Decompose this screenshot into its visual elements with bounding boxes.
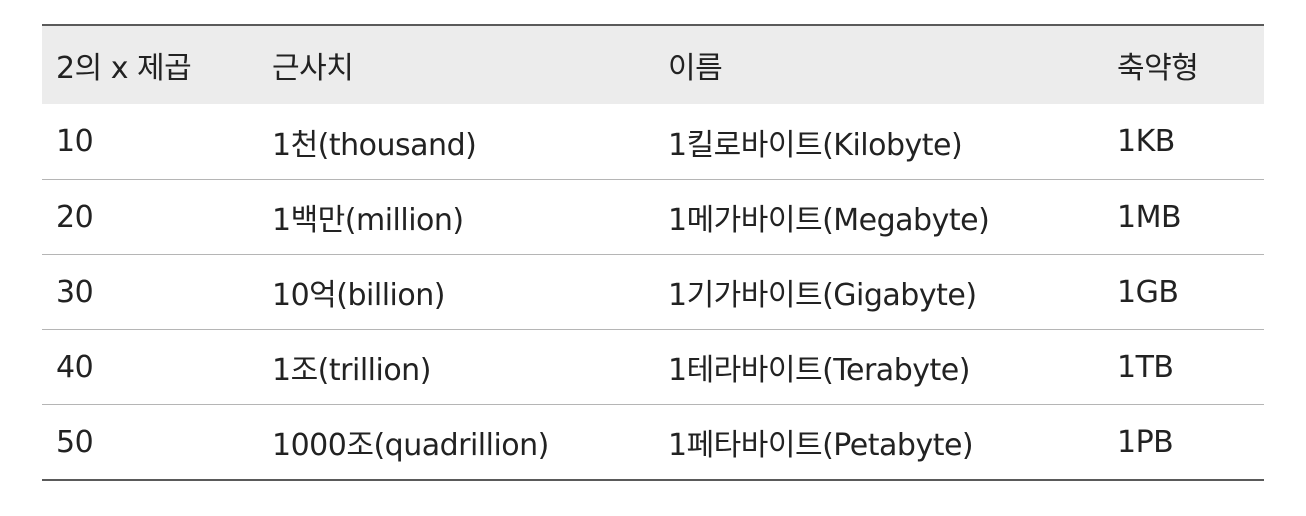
cell-exponent: 30 bbox=[56, 274, 94, 310]
cell-approximation: 1천(thousand) bbox=[272, 127, 477, 163]
table-row: 40 1조(trillion) 1테라바이트(Terabyte) 1TB bbox=[42, 329, 1264, 404]
cell-approximation: 1000조(quadrillion) bbox=[272, 428, 549, 463]
header-approximation: 근사치 bbox=[272, 51, 354, 86]
cell-name: 1기가바이트(Gigabyte) bbox=[668, 278, 977, 313]
cell-approximation: 1조(trillion) bbox=[272, 353, 431, 388]
header-name: 이름 bbox=[668, 51, 723, 86]
cell-exponent: 40 bbox=[56, 349, 94, 385]
table-row: 30 10억(billion) 1기가바이트(Gigabyte) 1GB bbox=[42, 254, 1264, 329]
cell-name: 1킬로바이트(Kilobyte) bbox=[668, 127, 963, 163]
table-header-row: 2의 x 제곱 근사치 이름 축약형 bbox=[42, 26, 1264, 104]
cell-abbreviation: 1KB bbox=[1117, 124, 1175, 159]
table-row: 10 1천(thousand) 1킬로바이트(Kilobyte) 1KB bbox=[42, 104, 1264, 179]
cell-exponent: 50 bbox=[56, 424, 94, 460]
cell-approximation: 1백만(million) bbox=[272, 203, 464, 238]
cell-name: 1메가바이트(Megabyte) bbox=[668, 203, 990, 238]
cell-abbreviation: 1MB bbox=[1117, 199, 1182, 235]
cell-abbreviation: 1GB bbox=[1117, 274, 1179, 310]
cell-abbreviation: 1TB bbox=[1117, 349, 1174, 385]
table-row: 20 1백만(million) 1메가바이트(Megabyte) 1MB bbox=[42, 179, 1264, 254]
table-row: 50 1000조(quadrillion) 1페타바이트(Petabyte) 1… bbox=[42, 404, 1264, 479]
header-abbreviation: 축약형 bbox=[1117, 51, 1199, 86]
cell-name: 1테라바이트(Terabyte) bbox=[668, 353, 970, 388]
cell-name: 1페타바이트(Petabyte) bbox=[668, 428, 974, 463]
cell-approximation: 10억(billion) bbox=[272, 278, 445, 313]
cell-exponent: 10 bbox=[56, 124, 94, 159]
cell-exponent: 20 bbox=[56, 199, 94, 235]
header-exponent: 2의 x 제곱 bbox=[56, 51, 192, 86]
cell-abbreviation: 1PB bbox=[1117, 424, 1174, 460]
power-of-two-table: 2의 x 제곱 근사치 이름 축약형 10 1천(thousand) 1킬로바이… bbox=[42, 24, 1264, 481]
